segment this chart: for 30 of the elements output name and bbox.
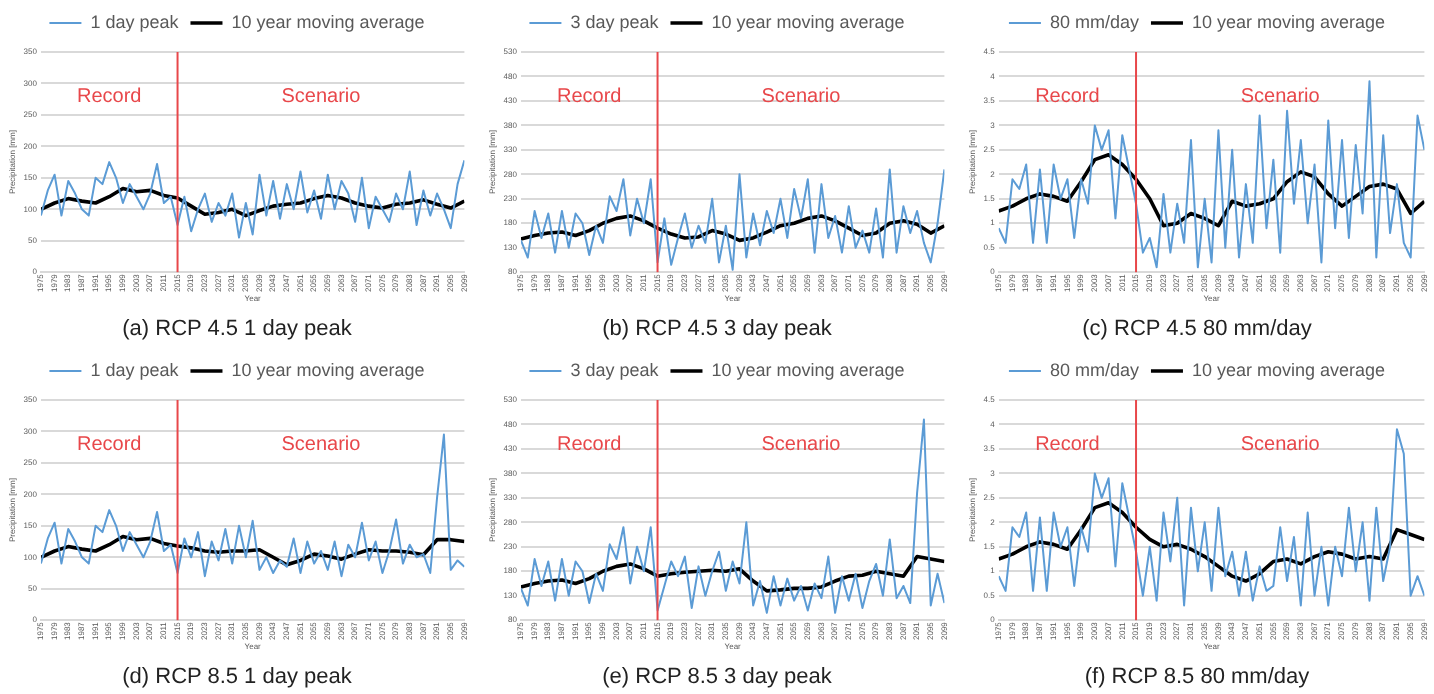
legend-label: 10 year moving average xyxy=(231,359,425,380)
annotation: Scenario xyxy=(281,85,362,108)
legend-label: 10 year moving average xyxy=(231,11,425,32)
annotation: Record xyxy=(77,433,142,456)
annotation: Scenario xyxy=(761,85,842,108)
annotation: Record xyxy=(1035,85,1100,108)
text: (d) RCP 8.5 1 day peak xyxy=(122,664,353,689)
annotation: Record xyxy=(557,433,622,456)
legend-label: 1 day peak xyxy=(90,11,180,32)
annotation: Record xyxy=(77,85,142,108)
annotation: Scenario xyxy=(1240,85,1321,108)
annotation: Scenario xyxy=(1240,433,1321,456)
text: (c) RCP 4.5 80 mm/day xyxy=(1082,316,1313,341)
legend-label: 3 day peak xyxy=(570,359,660,380)
text: (a) RCP 4.5 1 day peak xyxy=(122,316,353,341)
legend-label: 3 day peak xyxy=(570,11,660,32)
legend-label: 10 year moving average xyxy=(711,359,905,380)
legend-label: 10 year moving average xyxy=(711,11,905,32)
legend-label: 10 year moving average xyxy=(1191,359,1386,380)
annotation: Record xyxy=(557,85,622,108)
text: (b) RCP 4.5 3 day peak xyxy=(602,316,833,341)
legend-label: 80 mm/day xyxy=(1049,11,1140,32)
annotation: Scenario xyxy=(761,433,842,456)
text: (f) RCP 8.5 80 mm/day xyxy=(1084,664,1311,689)
text: (e) RCP 8.5 3 day peak xyxy=(602,664,833,689)
annotation: Scenario xyxy=(281,433,362,456)
legend-label: 10 year moving average xyxy=(1191,11,1386,32)
legend-label: 80 mm/day xyxy=(1049,359,1140,380)
annotation: Record xyxy=(1035,433,1100,456)
legend-label: 1 day peak xyxy=(90,359,180,380)
